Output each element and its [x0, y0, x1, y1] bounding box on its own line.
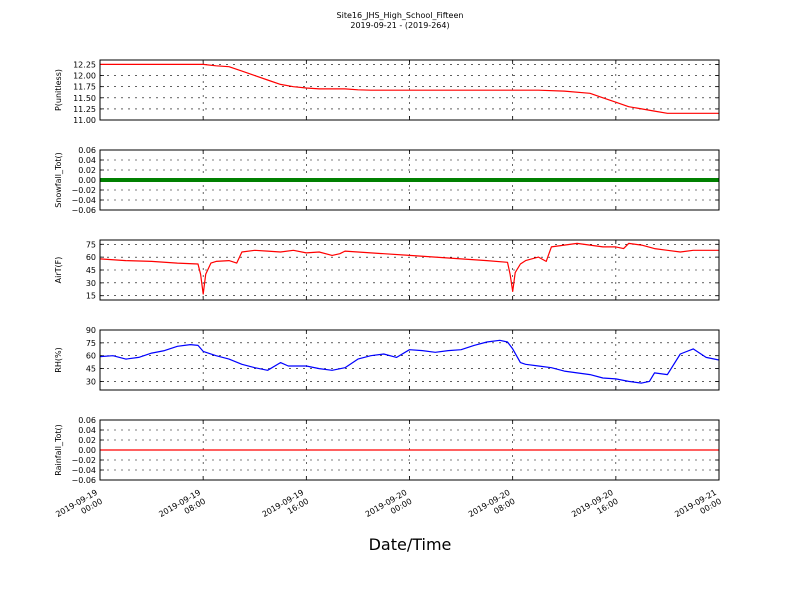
axes-frame	[99, 59, 720, 121]
y-tick-label: 60	[86, 253, 96, 262]
x-tick-label: 2019-09-2008:00	[467, 488, 517, 528]
chart-title-line-2: 2019-09-21 - (2019-264)	[350, 21, 449, 30]
axes-frame	[99, 149, 720, 211]
y-tick-label: 45	[86, 266, 96, 275]
x-tick-label: 2019-09-1916:00	[261, 488, 311, 528]
series-line	[99, 242, 719, 295]
y-axis-label: AirT(F)	[54, 257, 63, 284]
x-tick-label: 2019-09-1900:00	[54, 488, 104, 528]
panel-4: 30 45 60 75 90 RH(%)	[54, 326, 720, 391]
y-axis-label: Snowfall_Tot()	[54, 152, 63, 208]
axes-frame	[99, 239, 720, 301]
y-tick-label: 0.06	[78, 146, 96, 155]
y-tick-label: −0.06	[71, 476, 96, 485]
y-tick-label: 90	[86, 326, 96, 335]
y-tick-label: −0.02	[71, 186, 96, 195]
y-tick-label: 30	[86, 279, 96, 288]
x-tick-label: 2019-09-2000:00	[364, 488, 414, 528]
y-tick-label: 11.25	[73, 105, 96, 114]
y-tick-label: 30	[86, 377, 96, 386]
y-tick-label: 60	[86, 352, 96, 361]
y-tick-label: 45	[86, 365, 96, 374]
y-tick-label: 12.00	[73, 72, 96, 81]
series-line	[100, 63, 719, 114]
y-tick-label: 75	[86, 240, 96, 249]
y-tick-label: 11.75	[73, 83, 96, 92]
y-tick-label: 0.02	[78, 166, 96, 175]
y-tick-label: 12.25	[73, 60, 96, 69]
y-tick-label: 0.00	[78, 176, 96, 185]
x-tick-label: 2019-09-2016:00	[570, 488, 620, 528]
y-tick-label: 0.04	[78, 156, 96, 165]
y-tick-label: −0.06	[71, 206, 96, 215]
y-axis-label: RH(%)	[54, 347, 63, 372]
panel-5: 0.060.040.020.00−0.02−0.04−0.06 Rainfall_…	[54, 416, 720, 485]
x-tick-label: 2019-09-2100:00	[673, 488, 723, 528]
panels: 11.00 11.25 11.50 11.75 12.00 12.25 P(unitless…	[54, 59, 720, 485]
axes-frame	[99, 329, 720, 391]
y-tick-label: 15	[86, 292, 96, 301]
y-tick-label: 75	[86, 339, 96, 348]
y-tick-label: 11.50	[73, 94, 96, 103]
x-axis-label: Date/Time	[369, 535, 452, 554]
chart-title-line-1: Site16_JHS_High_School_Fifteen	[337, 11, 464, 20]
y-tick-label: 0.00	[78, 446, 96, 455]
y-tick-label: −0.04	[71, 196, 96, 205]
x-tick-label: 2019-09-1908:00	[157, 488, 207, 528]
x-tick-labels: 2019-09-1900:00 2019-09-1908:00 2019-09-19…	[54, 488, 723, 528]
y-tick-label: 0.02	[78, 436, 96, 445]
axes-frame	[99, 419, 720, 481]
y-tick-label: −0.02	[71, 456, 96, 465]
y-axis-label: P(unitless)	[54, 69, 63, 111]
panel-1: 11.00 11.25 11.50 11.75 12.00 12.25 P(unitless…	[54, 59, 720, 125]
panel-3: 15 30 45 60 75 AirT(F)	[54, 239, 720, 301]
panel-2: 0.060.040.020.00−0.02−0.04−0.06 Snowfall_…	[54, 146, 720, 215]
y-tick-label: 11.00	[73, 116, 96, 125]
y-axis-label: Rainfall_Tot()	[54, 424, 63, 476]
y-tick-label: −0.04	[71, 466, 96, 475]
y-tick-label: 0.04	[78, 426, 96, 435]
y-tick-label: 0.06	[78, 416, 96, 425]
series-line	[99, 339, 720, 384]
